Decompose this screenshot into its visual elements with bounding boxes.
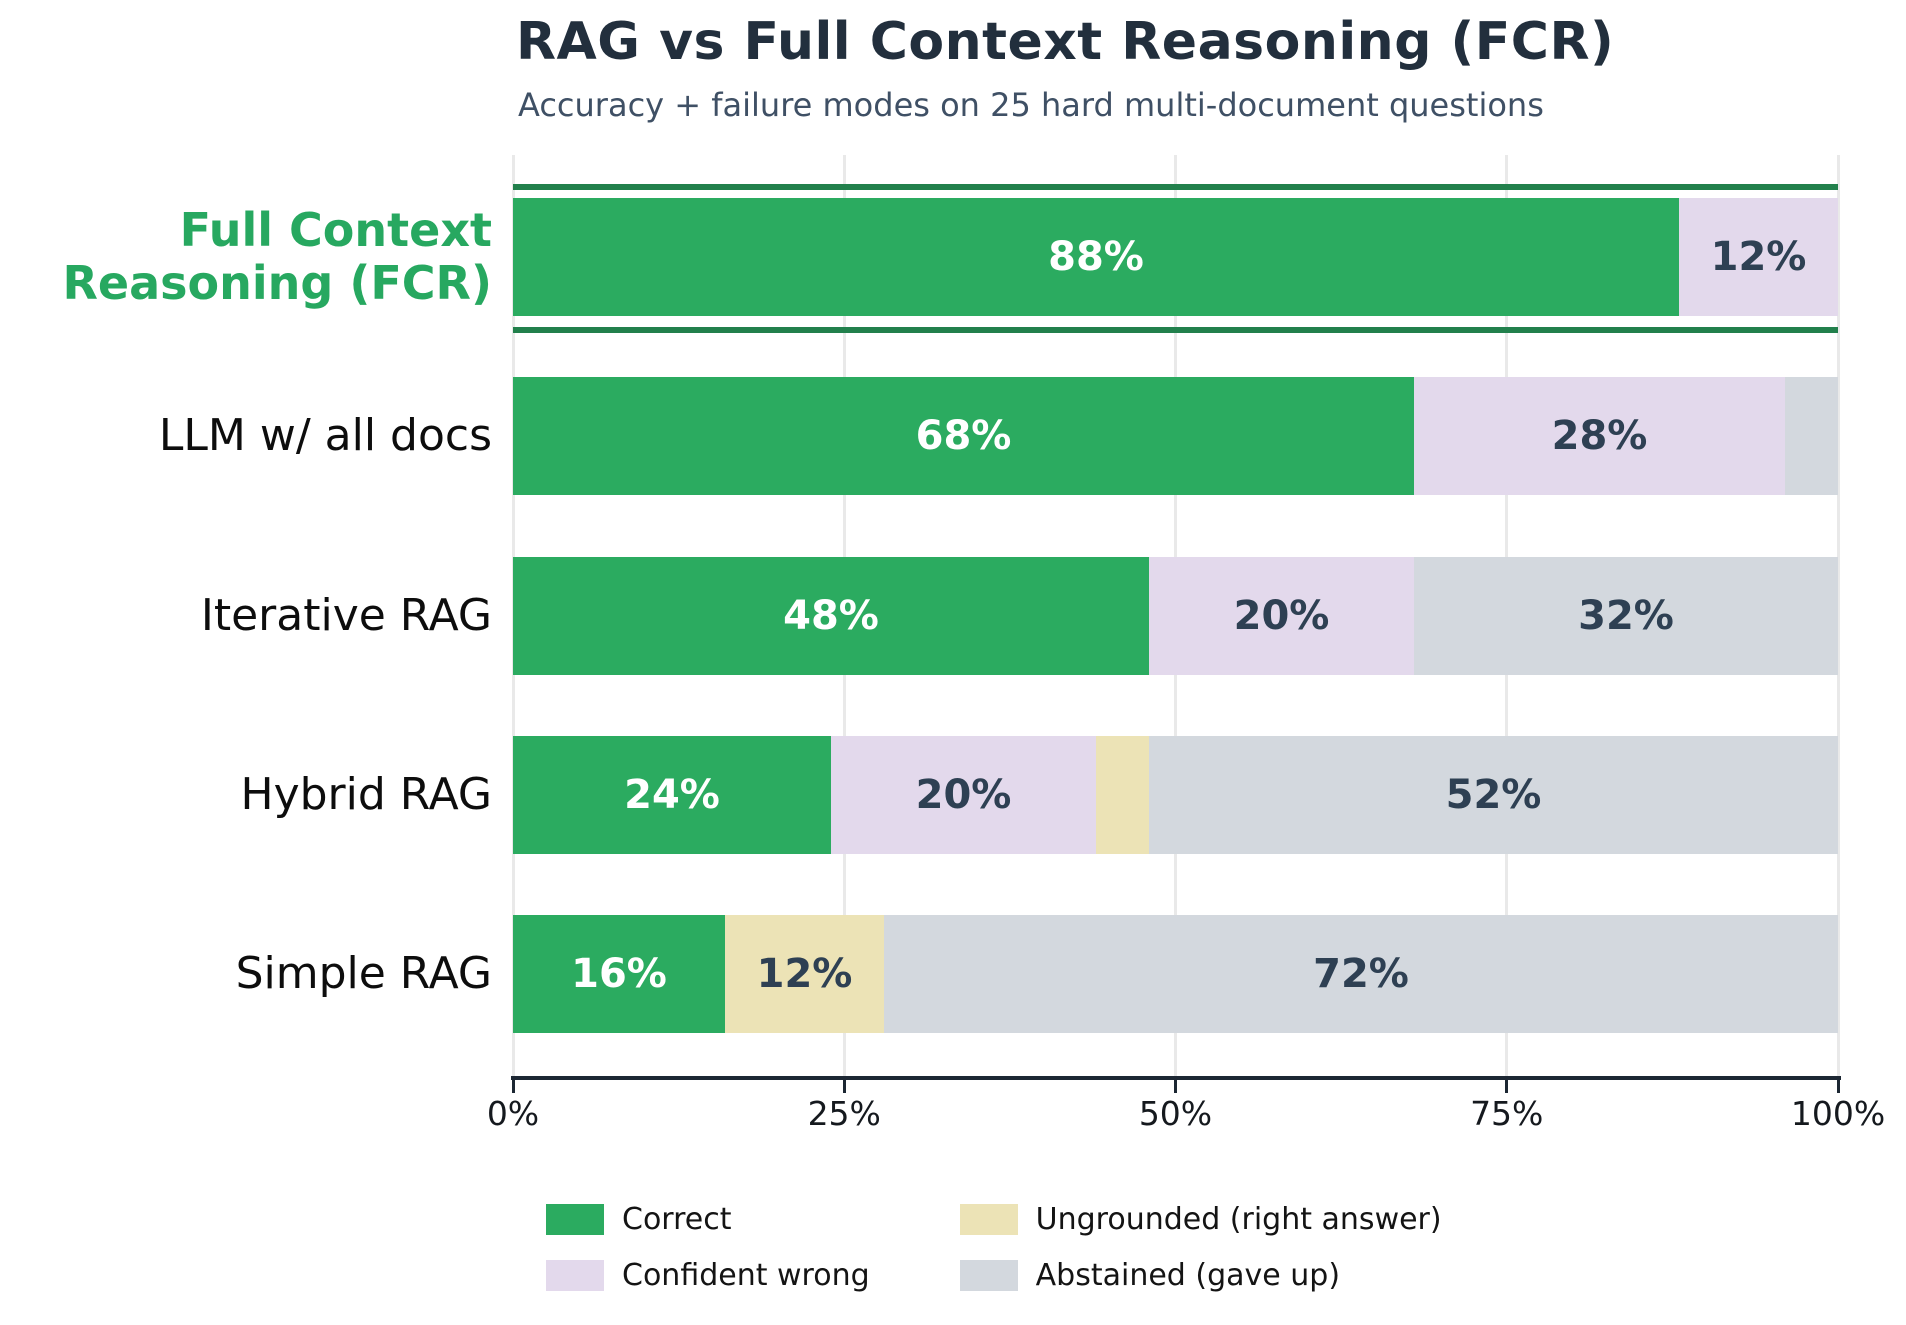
category-label-line: LLM w/ all docs xyxy=(158,410,492,462)
legend-swatch xyxy=(546,1204,604,1235)
gridline-100% xyxy=(1836,155,1840,1076)
bar-row-1: 88% 12% xyxy=(513,198,1838,316)
bar-row-5: 16% 12% 72% xyxy=(513,915,1838,1033)
category-label-line: Hybrid RAG xyxy=(240,769,493,821)
bar-segment: 12% xyxy=(725,915,884,1033)
category-label-line: Full Context xyxy=(179,202,492,257)
bar-segment: 52% xyxy=(1149,736,1838,854)
legend-item: Abstained (gave up) xyxy=(959,1258,1442,1293)
category-label: LLM w/ all docs xyxy=(0,377,492,495)
bar-value-label: 24% xyxy=(624,772,720,818)
bar-value-label: 68% xyxy=(915,413,1012,459)
x-tick xyxy=(1505,1080,1509,1093)
bar-segment: 48% xyxy=(513,557,1149,675)
bar-value-label: 12% xyxy=(1710,234,1807,280)
bar-value-label: 32% xyxy=(1578,593,1674,639)
x-tick-label: 0% xyxy=(486,1094,540,1133)
bar-segment xyxy=(1096,736,1149,854)
legend: Correct Confident wrong Ungrounded (right … xyxy=(546,1202,1442,1293)
bar-value-label: 16% xyxy=(571,951,667,997)
legend-swatch xyxy=(959,1204,1018,1235)
bar-segment: 72% xyxy=(884,915,1838,1033)
category-label-line: Reasoning (FCR) xyxy=(62,256,493,310)
chart-subtitle: Accuracy + failure modes on 25 hard mult… xyxy=(518,86,1544,124)
x-tick-label: 100% xyxy=(1790,1094,1886,1133)
bar-segment: 12% xyxy=(1679,198,1838,316)
bar-segment: 20% xyxy=(1149,557,1414,675)
bar-row-3: 48% 20% 32% xyxy=(513,557,1838,675)
bar-row-4: 24% 20% 52% xyxy=(513,736,1838,854)
x-tick xyxy=(1836,1080,1840,1093)
bar-row-2: 68% 28% xyxy=(513,377,1838,495)
bar-value-label: 48% xyxy=(783,593,879,639)
legend-label: Ungrounded (right answer) xyxy=(1035,1202,1442,1237)
category-label-line: Iterative RAG xyxy=(200,590,492,642)
legend-label: Abstained (gave up) xyxy=(1035,1258,1341,1293)
bar-segment: 88% xyxy=(513,198,1679,316)
bar-value-label: 12% xyxy=(756,951,853,997)
bar-segment: 68% xyxy=(513,377,1414,495)
bar-value-label: 72% xyxy=(1313,951,1409,997)
category-label: Iterative RAG xyxy=(0,557,492,675)
bar-value-label: 88% xyxy=(1048,234,1144,280)
legend-label: Confident wrong xyxy=(622,1258,870,1293)
x-tick xyxy=(1174,1080,1177,1093)
bar-value-label: 28% xyxy=(1551,413,1648,459)
legend-swatch xyxy=(959,1260,1018,1291)
category-label: Simple RAG xyxy=(0,915,492,1033)
x-tick xyxy=(842,1080,846,1093)
legend-item: Ungrounded (right answer) xyxy=(959,1202,1442,1237)
x-axis-line xyxy=(511,1076,1841,1080)
bar-segment: 24% xyxy=(513,736,831,854)
highlight-line-bottom xyxy=(513,327,1838,333)
legend-item: Correct xyxy=(546,1202,870,1237)
x-tick-label: 25% xyxy=(807,1094,881,1133)
chart-title: RAG vs Full Context Reasoning (FCR) xyxy=(516,12,1615,72)
bar-segment: 28% xyxy=(1414,377,1785,495)
x-tick-label: 50% xyxy=(1138,1094,1213,1133)
category-label-line: Simple RAG xyxy=(235,948,492,1000)
bar-segment: 32% xyxy=(1414,557,1838,675)
category-label: Full Context Reasoning (FCR) xyxy=(0,198,493,316)
legend-item: Confident wrong xyxy=(546,1258,870,1293)
bar-segment xyxy=(1785,377,1838,495)
plot-area: 88% 12% 68% 28% 48% 20% 32% 24% 20% 52% 16% 12% 72% xyxy=(511,155,1840,1078)
bar-value-label: 52% xyxy=(1445,772,1542,818)
y-axis-category-labels: Full Context Reasoning (FCR) LLM w/ all do… xyxy=(0,155,493,1078)
bar-segment: 16% xyxy=(513,915,725,1033)
legend-label: Correct xyxy=(622,1202,732,1237)
highlight-line-top xyxy=(513,184,1838,190)
bar-value-label: 20% xyxy=(1233,593,1330,639)
category-label: Hybrid RAG xyxy=(0,736,493,854)
bar-value-label: 20% xyxy=(915,772,1012,818)
x-tick-label: 75% xyxy=(1470,1094,1544,1133)
legend-swatch xyxy=(546,1260,604,1291)
x-tick xyxy=(511,1080,515,1093)
bar-segment: 20% xyxy=(831,736,1096,854)
